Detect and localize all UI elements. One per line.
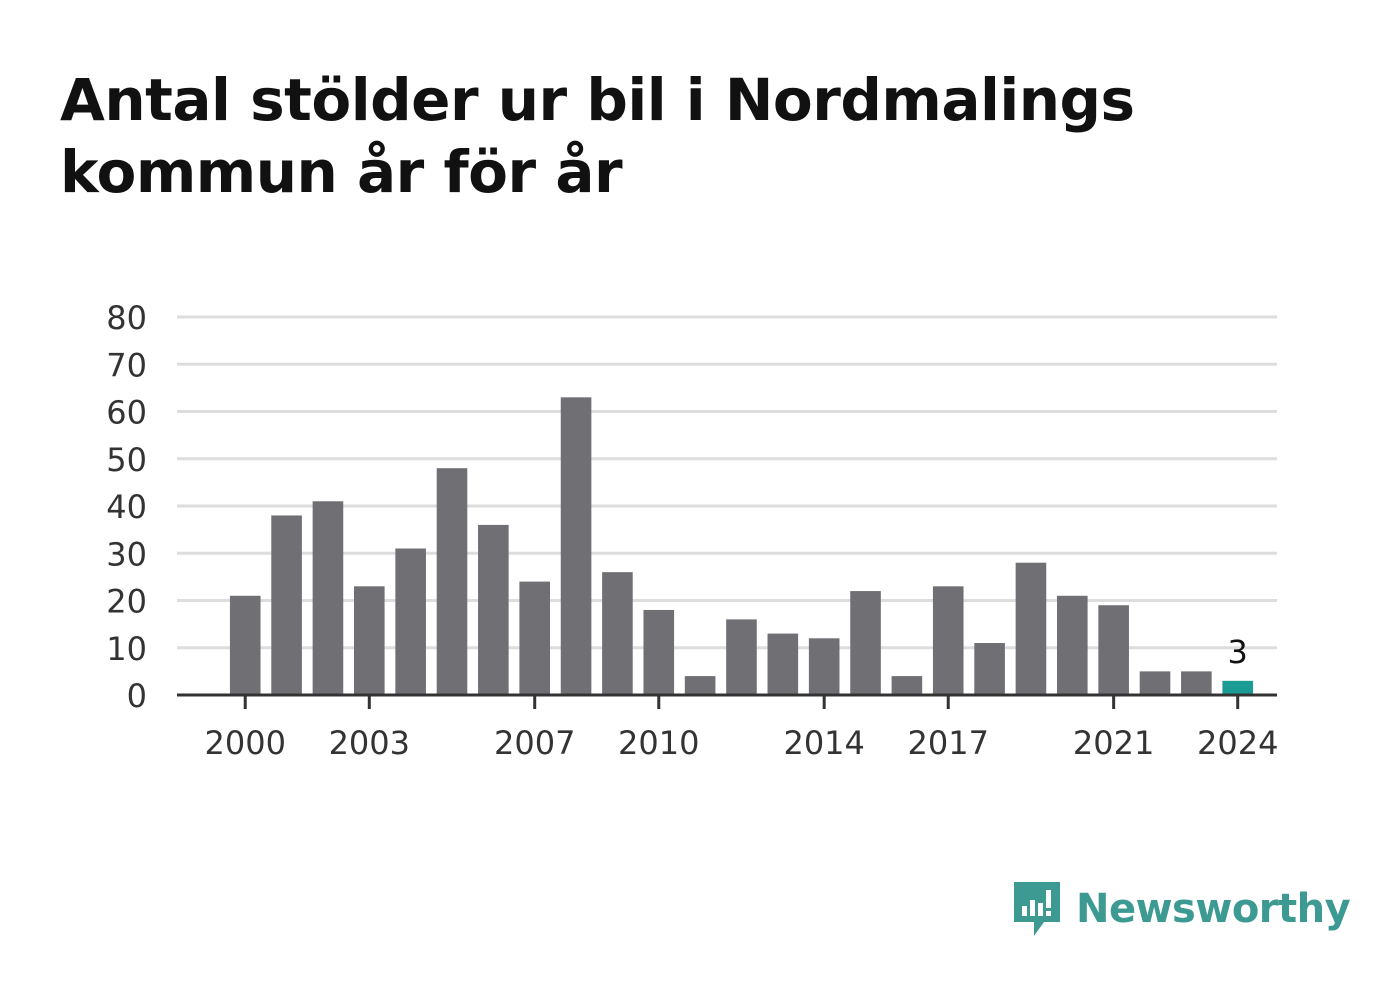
y-tick-label: 40 bbox=[106, 488, 147, 526]
x-tick-label: 2000 bbox=[205, 724, 286, 762]
bar-2014 bbox=[808, 638, 840, 695]
bar-2021 bbox=[1098, 605, 1129, 695]
bar-2019 bbox=[1015, 562, 1047, 695]
x-axis-ticks: 2000 2003 2007 2010 2014 2017 2021 2024 bbox=[205, 695, 1278, 762]
y-tick-label: 60 bbox=[106, 394, 147, 432]
data-label-2024: 3 bbox=[1228, 633, 1248, 671]
brand-name: Newsworthy bbox=[1076, 886, 1351, 932]
y-tick-label: 50 bbox=[106, 441, 147, 479]
bar-2009 bbox=[602, 572, 633, 695]
bar-2016 bbox=[891, 676, 923, 695]
bar-2011 bbox=[684, 676, 716, 695]
newsworthy-logo: Newsworthy bbox=[1010, 876, 1351, 942]
x-tick-label: 2010 bbox=[618, 724, 699, 762]
y-axis-ticks: 0 10 20 30 40 50 60 70 80 bbox=[106, 299, 147, 715]
x-tick-label: 2007 bbox=[494, 724, 575, 762]
bar-2008 bbox=[560, 397, 592, 695]
bars bbox=[229, 397, 1254, 695]
x-tick-label: 2017 bbox=[908, 724, 989, 762]
bar-2005 bbox=[436, 468, 468, 695]
bar-2013 bbox=[767, 633, 799, 695]
y-tick-label: 30 bbox=[106, 535, 147, 573]
y-tick-label: 10 bbox=[106, 630, 147, 668]
bar-2018 bbox=[974, 643, 1005, 695]
x-tick-label: 2021 bbox=[1073, 724, 1154, 762]
y-tick-label: 20 bbox=[106, 583, 147, 621]
bar-2010 bbox=[643, 609, 675, 695]
bar-2022 bbox=[1139, 671, 1171, 695]
bar-2001 bbox=[271, 515, 302, 695]
bar-2024 bbox=[1222, 680, 1254, 695]
bar-2006 bbox=[478, 524, 509, 695]
bar-2015 bbox=[850, 591, 881, 695]
bar-2012 bbox=[726, 619, 757, 695]
bar-2020 bbox=[1057, 595, 1088, 695]
y-tick-label: 0 bbox=[127, 677, 147, 715]
bar-2007 bbox=[519, 581, 551, 695]
y-tick-label: 80 bbox=[106, 299, 147, 337]
bar-2002 bbox=[312, 501, 344, 695]
bar-2000 bbox=[229, 595, 261, 695]
bar-2004 bbox=[395, 548, 426, 695]
x-tick-label: 2024 bbox=[1197, 724, 1278, 762]
x-tick-label: 2003 bbox=[329, 724, 410, 762]
chart-title: Antal stölder ur bil i Nordmalings kommu… bbox=[60, 66, 1135, 206]
y-tick-label: 70 bbox=[106, 346, 147, 384]
data-labels: 3 bbox=[1228, 633, 1248, 671]
bar-2023 bbox=[1181, 671, 1212, 695]
bar-2017 bbox=[932, 586, 964, 695]
bar-2003 bbox=[353, 586, 385, 695]
newsworthy-logo-icon bbox=[1014, 882, 1060, 936]
x-tick-label: 2014 bbox=[783, 724, 864, 762]
grid-lines bbox=[177, 315, 1277, 650]
